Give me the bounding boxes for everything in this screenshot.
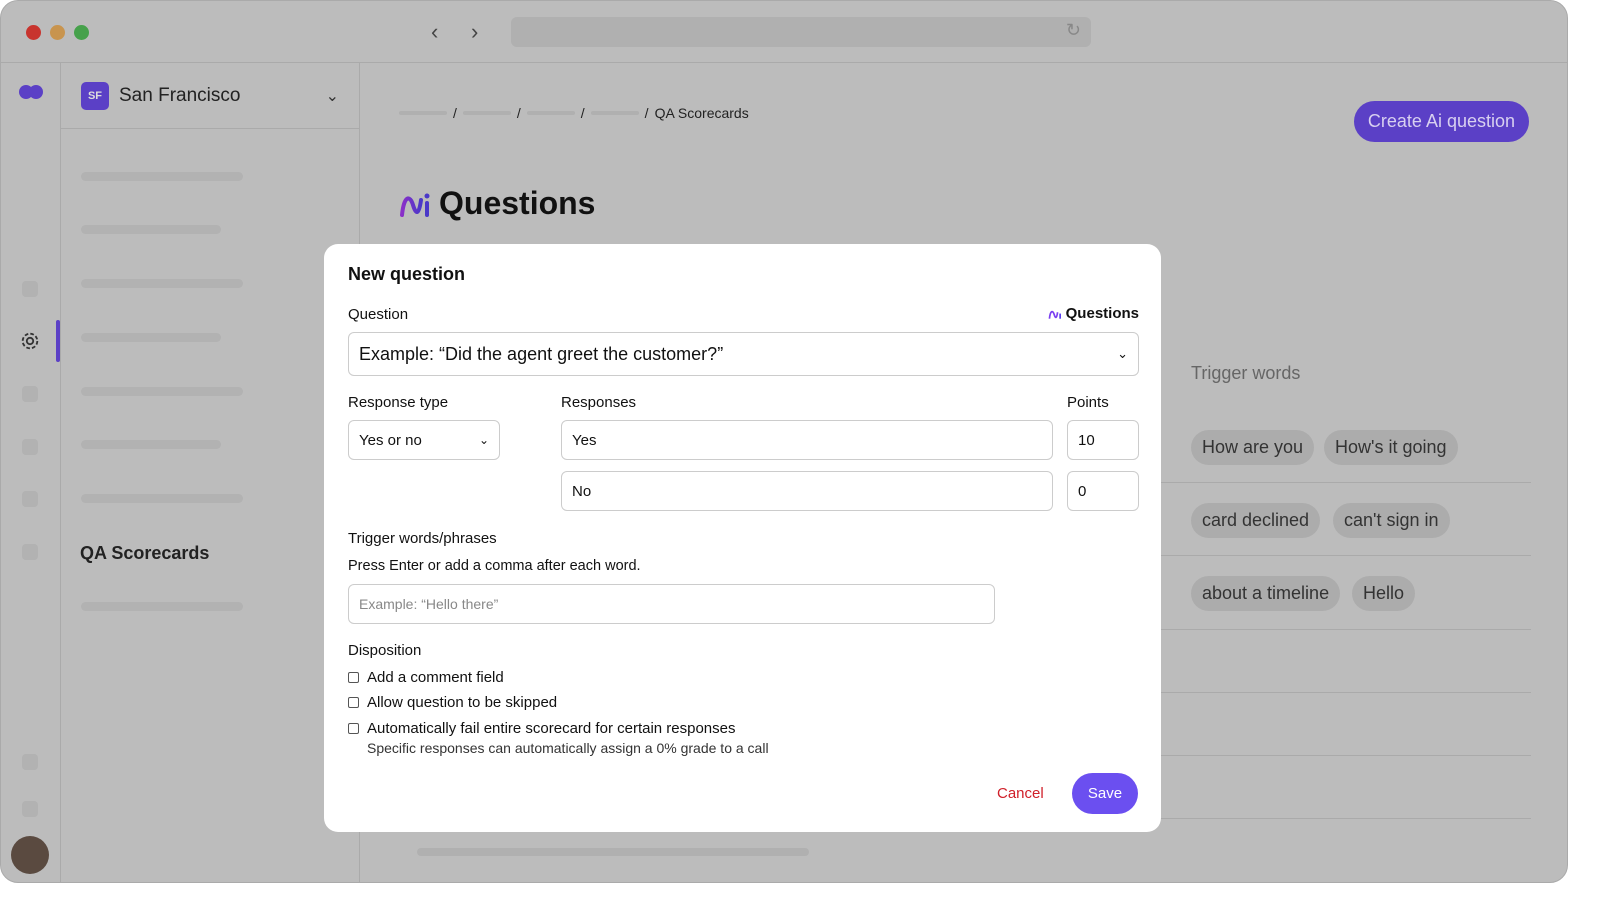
- close-window-button[interactable]: [26, 25, 41, 40]
- workspace-badge: SF: [81, 81, 109, 110]
- back-icon[interactable]: ‹: [431, 19, 439, 44]
- option-label: Add a comment field: [367, 669, 504, 686]
- sidebar-item[interactable]: [81, 440, 221, 449]
- add-comment-checkbox[interactable]: Add a comment field: [348, 669, 504, 686]
- sidebar-item[interactable]: [81, 172, 243, 181]
- trigger-words-label: Trigger words/phrases: [348, 530, 497, 547]
- trigger-words-header: Trigger words: [1191, 363, 1301, 383]
- trigger-pill: can't sign in: [1333, 503, 1450, 538]
- trigger-pill: card declined: [1191, 503, 1321, 538]
- chevron-down-icon: ⌄: [325, 87, 339, 105]
- question-placeholder: Example: “Did the agent greet the custom…: [359, 343, 724, 364]
- trigger-pill: How are you: [1191, 430, 1315, 465]
- minimize-window-button[interactable]: [50, 25, 65, 40]
- nav-icon[interactable]: [22, 386, 38, 402]
- responses-label: Responses: [561, 394, 637, 411]
- sidebar-item[interactable]: [81, 225, 221, 234]
- allow-skip-checkbox[interactable]: Allow question to be skipped: [348, 694, 557, 711]
- gear-icon[interactable]: [19, 330, 41, 352]
- title-text: Questions: [439, 185, 596, 221]
- response-input-yes[interactable]: Yes: [561, 420, 1053, 460]
- sidebar-item[interactable]: [81, 333, 221, 342]
- trigger-pill: about a timeline: [1191, 576, 1341, 611]
- workspace-name: San Francisco: [119, 84, 241, 106]
- sidebar-item[interactable]: [81, 387, 243, 396]
- option-label: Allow question to be skipped: [367, 694, 558, 711]
- nav-icon[interactable]: [22, 439, 38, 455]
- trigger-pill: How's it going: [1324, 430, 1458, 465]
- cancel-button[interactable]: Cancel: [997, 785, 1044, 802]
- create-ai-question-button[interactable]: Create Ai question: [1353, 101, 1529, 142]
- nav-icon[interactable]: [22, 281, 38, 297]
- nav-icon[interactable]: [22, 801, 38, 817]
- chevron-down-icon: ⌄: [1117, 346, 1128, 361]
- question-label: Question: [348, 306, 409, 323]
- breadcrumb-current: QA Scorecards: [654, 105, 749, 121]
- question-select[interactable]: Example: “Did the agent greet the custom…: [348, 332, 1139, 376]
- title-bar: ‹ › ↻: [1, 1, 1567, 63]
- workspace-selector[interactable]: SF San Francisco ⌄: [61, 63, 359, 129]
- reload-icon[interactable]: ↻: [1065, 20, 1081, 40]
- option-label: Automatically fail entire scorecard for …: [367, 720, 736, 737]
- sidebar: SF San Francisco ⌄ QA Scorecards: [61, 63, 360, 882]
- points-input-yes[interactable]: 10: [1067, 420, 1139, 460]
- response-input-no[interactable]: No: [561, 471, 1053, 511]
- auto-fail-checkbox[interactable]: Automatically fail entire scorecard for …: [348, 720, 736, 737]
- nav-icon[interactable]: [22, 544, 38, 560]
- logo-icon: [19, 85, 43, 99]
- trigger-pill: Hello: [1352, 576, 1416, 611]
- points-label: Points: [1067, 394, 1109, 411]
- ai-logo-icon: [1048, 310, 1061, 319]
- sidebar-item[interactable]: [81, 602, 243, 611]
- page-title: Questions: [399, 185, 595, 222]
- maximize-window-button[interactable]: [74, 25, 89, 40]
- ai-logo-icon: [400, 193, 430, 217]
- sidebar-item[interactable]: [81, 279, 243, 288]
- sidebar-item-qa-scorecards[interactable]: QA Scorecards: [80, 543, 210, 563]
- icon-rail: [1, 63, 61, 882]
- address-bar[interactable]: ↻: [511, 17, 1091, 47]
- main-content: / / / / QA Scorecards Create Ai question Qu…: [361, 63, 1567, 882]
- trigger-words-input[interactable]: Example: “Hello there”: [348, 584, 995, 624]
- modal-title: New question: [348, 264, 466, 284]
- response-type-value: Yes or no: [359, 431, 422, 449]
- auto-fail-help: Specific responses can automatically ass…: [367, 740, 769, 756]
- trigger-help-text: Press Enter or add a comma after each wo…: [348, 558, 641, 574]
- forward-icon[interactable]: ›: [471, 19, 479, 44]
- nav-icon[interactable]: [22, 754, 38, 770]
- disposition-label: Disposition: [348, 642, 422, 659]
- questions-link-text: Questions: [1065, 305, 1139, 322]
- avatar[interactable]: [11, 836, 49, 874]
- breadcrumb: / / / / QA Scorecards: [399, 105, 749, 121]
- chevron-down-icon: ⌄: [478, 433, 489, 447]
- response-type-label: Response type: [348, 394, 449, 411]
- save-button[interactable]: Save: [1072, 773, 1138, 814]
- response-type-select[interactable]: Yes or no ⌄: [348, 420, 500, 460]
- active-indicator: [56, 320, 60, 362]
- new-question-modal: New question Question Questions Example:…: [324, 244, 1161, 832]
- sidebar-item[interactable]: [81, 494, 243, 503]
- nav-icon[interactable]: [22, 491, 38, 507]
- points-input-no[interactable]: 0: [1067, 471, 1139, 511]
- ai-questions-link[interactable]: Questions: [1048, 305, 1139, 322]
